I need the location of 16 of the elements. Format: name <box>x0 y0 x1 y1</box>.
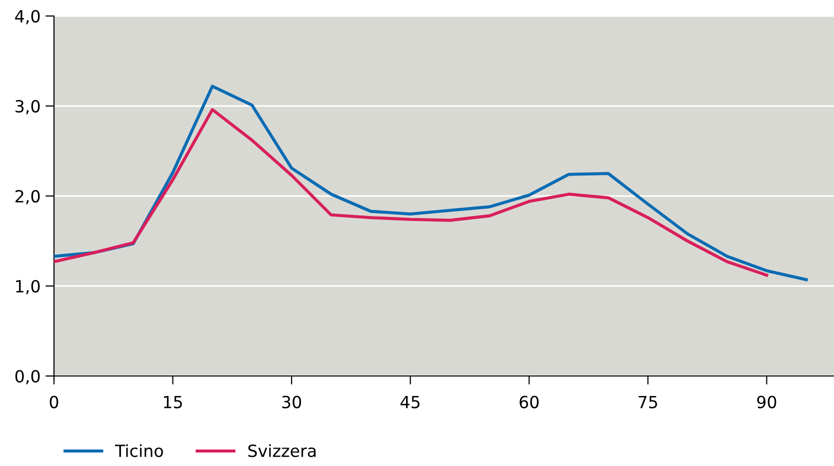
x-tick-label: 0 <box>50 396 58 408</box>
x-tick-label: 90 <box>757 396 776 408</box>
line-series <box>54 108 768 277</box>
x-tick-label: 30 <box>282 396 302 408</box>
x-tick-label: 45 <box>400 396 420 408</box>
x-tick-label: 60 <box>520 396 539 408</box>
y-tick-label: 4,0 <box>15 10 40 24</box>
y-tick-label: 0,0 <box>15 370 40 384</box>
y-tick-label: 3,0 <box>16 100 40 114</box>
y-tick-label: 1,0 <box>16 280 40 294</box>
x-tick-label: 75 <box>638 396 658 408</box>
legend-label: Svizzera <box>248 444 316 458</box>
x-tick-label: 15 <box>164 396 182 408</box>
y-tick-label: 2,0 <box>16 190 40 204</box>
legend-label: Ticino <box>114 444 163 458</box>
line-series <box>54 84 808 282</box>
